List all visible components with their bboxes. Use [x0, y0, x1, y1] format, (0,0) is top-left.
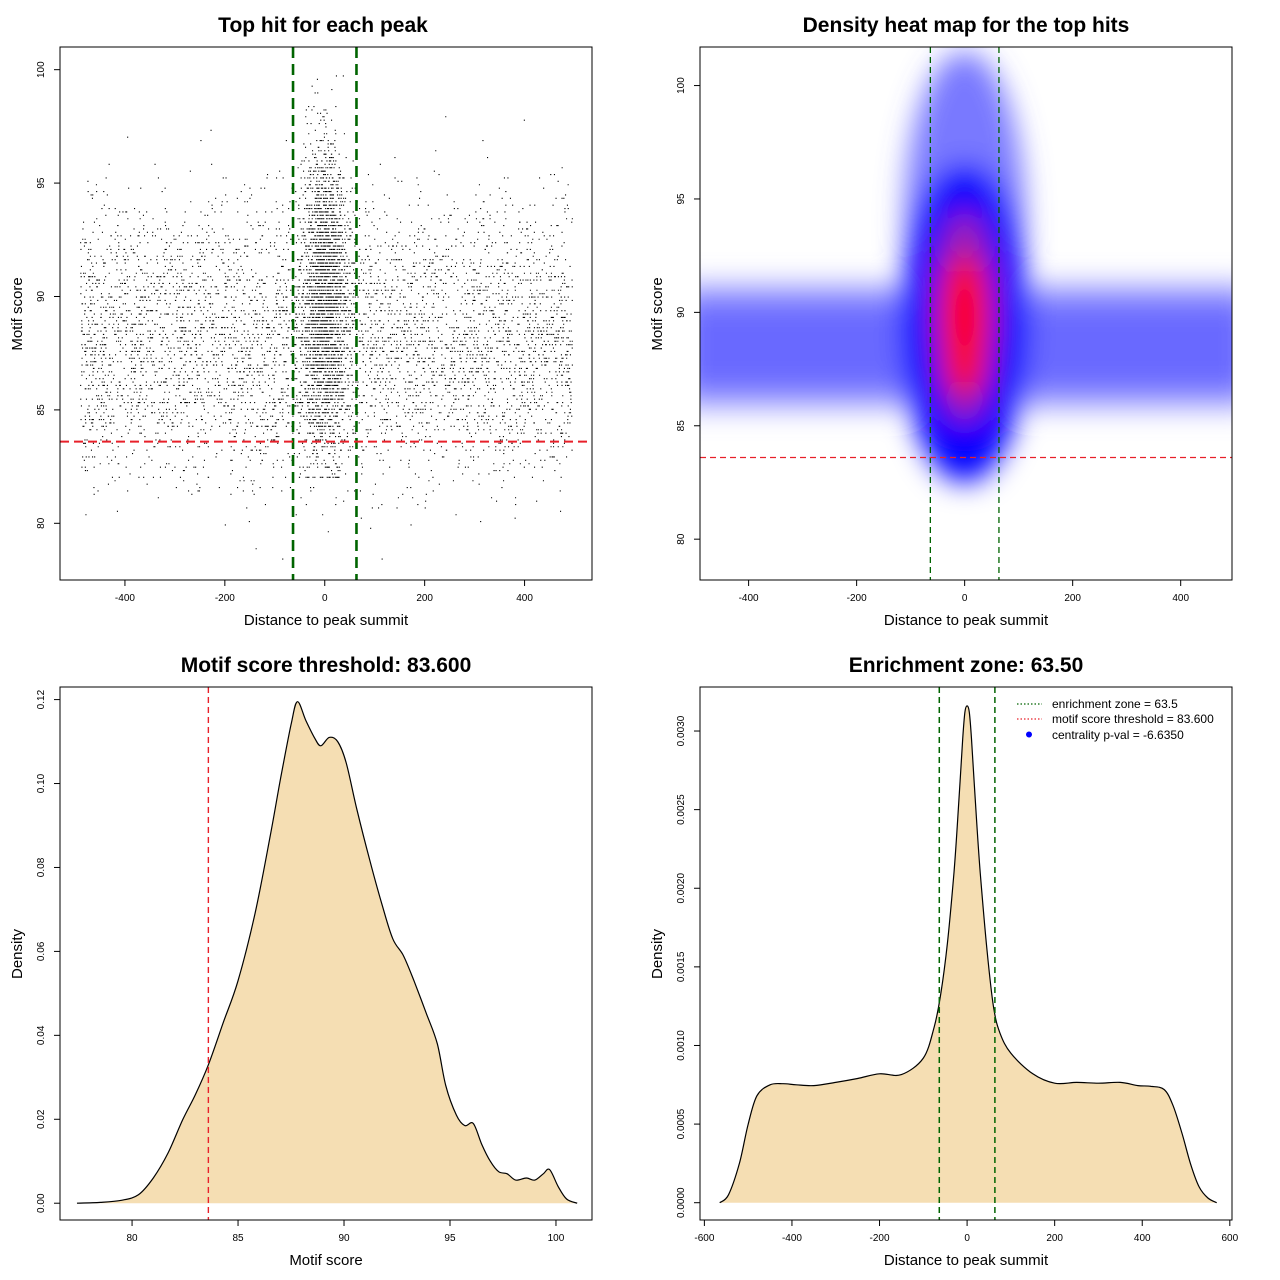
score-density-curve: [76, 701, 578, 1204]
score-density-plot: [76, 687, 578, 1220]
score-density-x-tick-label: 100: [548, 1233, 565, 1244]
distance-density-plot: [719, 687, 1217, 1220]
heatmap-y-tick-label: 100: [676, 77, 687, 94]
heatmap-y-axis-label: Motif score: [649, 277, 666, 350]
heatmap-axes: -400 -200 0 200 400 80 85 90 95 100: [676, 77, 1189, 604]
distance-density-y-tick-label: 0.0000: [676, 1187, 687, 1218]
distance-density-x-axis-label: Distance to peak summit: [884, 1252, 1049, 1269]
score-density-y-tick-label: 0.06: [36, 941, 47, 961]
heatmap-x-axis-label: Distance to peak summit: [884, 612, 1049, 629]
heatmap-x-tick-label: 200: [1064, 593, 1081, 604]
score-density-x-tick-label: 85: [232, 1233, 244, 1244]
score-density-x-tick-label: 80: [127, 1233, 139, 1244]
score-density-y-tick-label: 0.12: [36, 689, 47, 709]
scatter-point-cloud: [80, 75, 573, 560]
distance-density-x-tick-label: -200: [870, 1233, 890, 1244]
distance-density-y-tick-label: 0.0020: [676, 873, 687, 904]
score-density-y-axis-label: Density: [9, 928, 26, 979]
score-density-y-tick-label: 0.00: [36, 1193, 47, 1213]
heatmap-y-tick-label: 90: [676, 306, 687, 318]
score-density-y-tick-label: 0.02: [36, 1109, 47, 1129]
scatter-x-tick-label: -400: [115, 593, 135, 604]
distance-density-y-tick-label: 0.0025: [676, 794, 687, 825]
scatter-x-tick-label: 400: [516, 593, 533, 604]
score-density-x-tick-label: 95: [444, 1233, 456, 1244]
distance-density-y-axis-label: Density: [649, 928, 666, 979]
heatmap-density-layer: [700, 51, 1232, 483]
heatmap-panel: Density heat map for the top hits -400 -2…: [649, 14, 1233, 629]
scatter-x-tick-label: 200: [416, 593, 433, 604]
scatter-y-tick-label: 100: [36, 61, 47, 78]
heatmap-y-tick-label: 95: [676, 193, 687, 205]
score-density-y-tick-label: 0.10: [36, 773, 47, 793]
scatter-y-axis-label: Motif score: [9, 277, 26, 350]
distance-density-y-tick-label: 0.0015: [676, 951, 687, 982]
distance-density-y-tick-label: 0.0005: [676, 1108, 687, 1139]
distance-density-x-tick-label: 200: [1046, 1233, 1063, 1244]
score-density-area-fill: [76, 701, 578, 1204]
heatmap-title: Density heat map for the top hits: [803, 14, 1130, 37]
legend-pval-label: centrality p-val = -6.6350: [1052, 728, 1184, 742]
scatter-panel: Top hit for each peak -400 -200 0 200 400 80 8…: [9, 14, 593, 629]
heatmap-surface: [700, 47, 1232, 580]
heatmap-x-tick-label: -200: [847, 593, 867, 604]
scatter-axes: -400 -200 0 200 400 80 85 90 95 100: [36, 61, 533, 604]
legend-pval-swatch: [1026, 731, 1032, 738]
scatter-y-tick-label: 90: [36, 290, 47, 302]
distance-density-x-tick-label: 600: [1221, 1233, 1238, 1244]
scatter-y-tick-label: 80: [36, 517, 47, 529]
scatter-title: Top hit for each peak: [218, 14, 428, 37]
distance-density-x-tick-label: -400: [782, 1233, 802, 1244]
scatter-x-axis-label: Distance to peak summit: [244, 612, 409, 629]
heatmap-y-tick-label: 85: [676, 420, 687, 432]
distance-density-area-fill: [719, 705, 1217, 1203]
scatter-reference-lines: [60, 47, 592, 580]
score-density-y-tick-label: 0.08: [36, 857, 47, 877]
heatmap-x-tick-label: 0: [962, 593, 968, 604]
distance-density-legend: enrichment zone = 63.5 motif score thres…: [1017, 697, 1214, 742]
heatmap-x-tick-label: 400: [1172, 593, 1189, 604]
legend-zone-label: enrichment zone = 63.5: [1052, 697, 1178, 711]
score-density-x-axis-label: Motif score: [289, 1252, 362, 1269]
scatter-y-tick-label: 85: [36, 404, 47, 416]
distance-density-x-tick-label: 400: [1134, 1233, 1151, 1244]
heatmap-hotspot-lower: [946, 335, 983, 395]
distance-density-x-tick-label: 0: [964, 1233, 970, 1244]
heatmap-y-tick-label: 80: [676, 533, 687, 545]
distance-density-curve: [719, 705, 1217, 1204]
score-density-axes: 80 85 90 95 100 0.00 0.02 0.04 0.06 0.08 0.10 0.12: [36, 689, 565, 1244]
scatter-y-tick-label: 95: [36, 177, 47, 189]
heatmap-reference-lines: [700, 47, 1232, 580]
distance-density-y-tick-label: 0.0030: [676, 715, 687, 746]
distance-density-panel: Enrichment zone: 63.50 -600 -400 -200 0 200 4…: [649, 654, 1239, 1269]
distance-density-y-tick-label: 0.0010: [676, 1030, 687, 1061]
heatmap-x-tick-label: -400: [739, 593, 759, 604]
score-density-panel: Motif score threshold: 83.600 80 85 90 95 10…: [9, 654, 593, 1269]
scatter-points: [80, 75, 573, 560]
distance-density-title: Enrichment zone: 63.50: [849, 654, 1084, 677]
scatter-x-tick-label: 0: [322, 593, 328, 604]
distance-density-x-tick-label: -600: [694, 1233, 714, 1244]
scatter-x-tick-label: -200: [215, 593, 235, 604]
distance-density-axes: -600 -400 -200 0 200 400 600 0.0000 0.0005 0.0010…: [676, 715, 1239, 1244]
legend-threshold-label: motif score threshold = 83.600: [1052, 712, 1214, 726]
score-density-x-tick-label: 90: [338, 1233, 350, 1244]
score-density-y-tick-label: 0.04: [36, 1025, 47, 1045]
score-density-title: Motif score threshold: 83.600: [181, 654, 472, 677]
